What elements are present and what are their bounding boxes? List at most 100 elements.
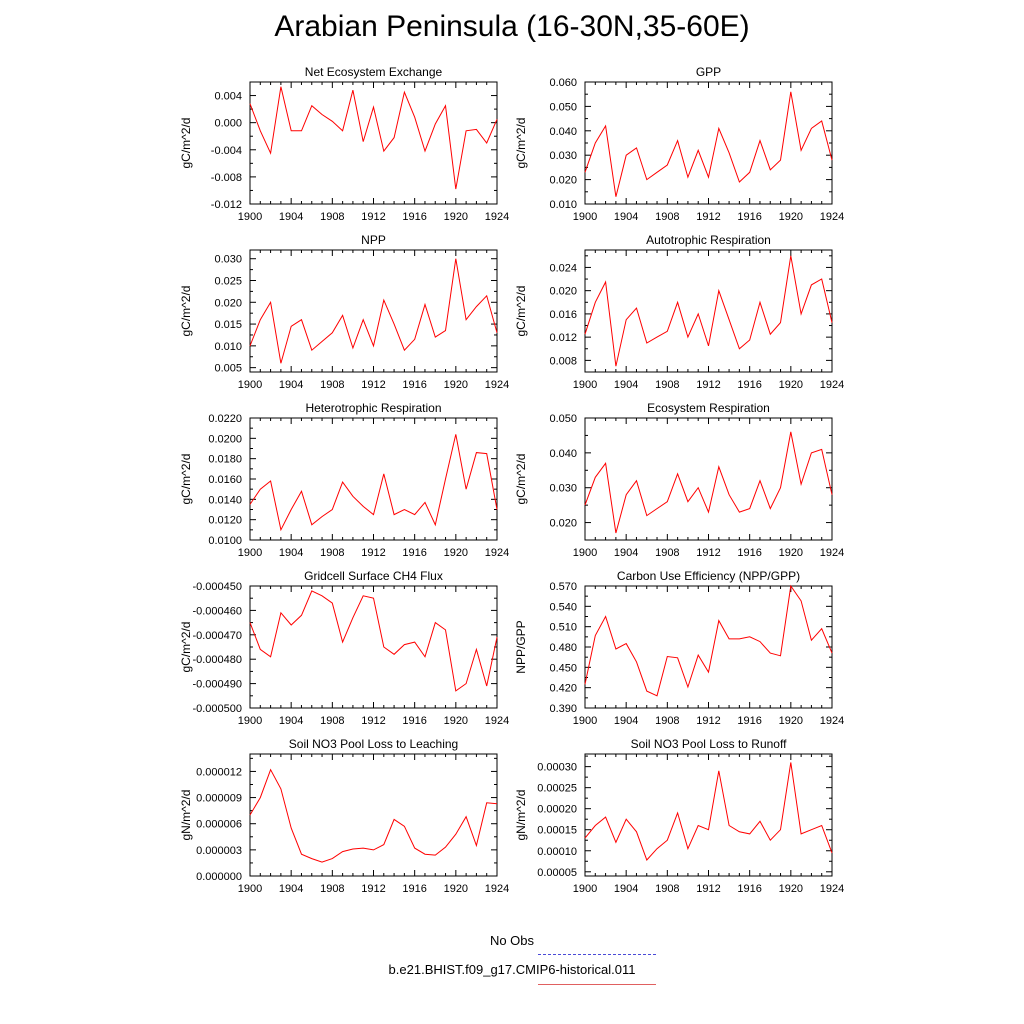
x-tick-label: 1916 bbox=[737, 715, 761, 727]
series-line bbox=[249, 434, 498, 532]
y-tick-label: -0.000490 bbox=[192, 679, 242, 691]
y-tick-label: 0.020 bbox=[549, 175, 577, 187]
plot-frame bbox=[249, 417, 498, 541]
plot-frame bbox=[249, 249, 498, 373]
x-tick-label: 1916 bbox=[737, 883, 761, 895]
plot-frame bbox=[249, 81, 498, 205]
x-tick-label: 1924 bbox=[820, 547, 844, 559]
y-tick-label: 0.00015 bbox=[537, 825, 577, 837]
x-tick-label: 1900 bbox=[573, 211, 597, 223]
y-axis-label: gC/m^2/d bbox=[514, 286, 528, 337]
x-tick-label: 1904 bbox=[614, 547, 638, 559]
x-tick-label: 1920 bbox=[779, 883, 803, 895]
x-tick-label: 1912 bbox=[361, 883, 385, 895]
panel-title: Autotrophic Respiration bbox=[646, 233, 771, 247]
y-tick-label: 0.024 bbox=[549, 262, 577, 274]
legend-model-line bbox=[538, 984, 656, 985]
y-tick-label: 0.00010 bbox=[537, 846, 577, 858]
legend-obs-line bbox=[538, 954, 656, 955]
y-axis-label: gN/m^2/d bbox=[514, 790, 528, 841]
x-tick-label: 1904 bbox=[614, 211, 638, 223]
x-tick-label: 1904 bbox=[279, 715, 303, 727]
panel-title: Heterotrophic Respiration bbox=[305, 401, 441, 415]
y-tick-label: 0.540 bbox=[549, 601, 577, 613]
x-tick-label: 1900 bbox=[573, 883, 597, 895]
x-tick-label: 1904 bbox=[279, 883, 303, 895]
y-tick-label: 0.570 bbox=[549, 581, 577, 593]
y-tick-label: 0.00005 bbox=[537, 867, 577, 879]
x-tick-label: 1920 bbox=[444, 547, 468, 559]
x-tick-label: 1916 bbox=[402, 883, 426, 895]
x-tick-label: 1924 bbox=[485, 883, 509, 895]
x-tick-label: 1912 bbox=[696, 883, 720, 895]
y-tick-label: -0.000450 bbox=[192, 581, 242, 593]
y-tick-label: -0.000470 bbox=[192, 630, 242, 642]
x-tick-label: 1912 bbox=[361, 379, 385, 391]
y-axis-label: gC/m^2/d bbox=[179, 286, 193, 337]
y-tick-label: 0.510 bbox=[549, 622, 577, 634]
plot-frame bbox=[584, 585, 833, 709]
x-tick-label: 1908 bbox=[320, 547, 344, 559]
series-line bbox=[249, 768, 498, 863]
x-tick-label: 1912 bbox=[361, 547, 385, 559]
x-tick-label: 1920 bbox=[779, 715, 803, 727]
x-tick-label: 1900 bbox=[573, 715, 597, 727]
legend-obs-label: No Obs bbox=[489, 933, 535, 948]
x-tick-label: 1912 bbox=[361, 211, 385, 223]
x-tick-label: 1912 bbox=[696, 211, 720, 223]
x-tick-label: 1904 bbox=[614, 715, 638, 727]
panel-title: Carbon Use Efficiency (NPP/GPP) bbox=[617, 569, 800, 583]
panel-title: Soil NO3 Pool Loss to Leaching bbox=[289, 737, 458, 751]
x-tick-label: 1924 bbox=[485, 547, 509, 559]
panel-title: Net Ecosystem Exchange bbox=[305, 65, 443, 79]
series-line bbox=[584, 762, 833, 861]
y-tick-label: 0.008 bbox=[549, 355, 577, 367]
x-tick-label: 1908 bbox=[655, 715, 679, 727]
y-tick-label: 0.000012 bbox=[196, 766, 242, 778]
series-line bbox=[249, 590, 498, 692]
panel-title: GPP bbox=[696, 65, 721, 79]
y-tick-label: 0.0200 bbox=[208, 433, 242, 445]
y-axis-label: gC/m^2/d bbox=[179, 622, 193, 673]
x-tick-label: 1916 bbox=[402, 715, 426, 727]
series-line bbox=[249, 258, 498, 364]
y-tick-label: 0.00020 bbox=[537, 804, 577, 816]
x-tick-label: 1916 bbox=[737, 211, 761, 223]
y-tick-label: 0.025 bbox=[214, 276, 242, 288]
x-tick-label: 1912 bbox=[696, 547, 720, 559]
y-tick-label: 0.420 bbox=[549, 683, 577, 695]
y-tick-label: -0.000460 bbox=[192, 605, 242, 617]
x-tick-label: 1924 bbox=[820, 379, 844, 391]
plot-frame bbox=[584, 417, 833, 541]
x-tick-label: 1908 bbox=[655, 379, 679, 391]
y-tick-label: 0.000 bbox=[214, 118, 242, 130]
series-line bbox=[249, 86, 498, 190]
y-axis-label: gC/m^2/d bbox=[179, 454, 193, 505]
series-line bbox=[584, 584, 833, 697]
y-axis-label: gN/m^2/d bbox=[179, 790, 193, 841]
x-tick-label: 1920 bbox=[444, 883, 468, 895]
y-tick-label: 0.450 bbox=[549, 662, 577, 674]
y-axis-label: gC/m^2/d bbox=[514, 118, 528, 169]
x-tick-label: 1900 bbox=[238, 883, 262, 895]
y-tick-label: 0.040 bbox=[549, 126, 577, 138]
y-tick-label: 0.004 bbox=[214, 91, 242, 103]
x-tick-label: 1924 bbox=[820, 883, 844, 895]
y-axis-label: NPP/GPP bbox=[514, 620, 528, 673]
y-tick-label: -0.008 bbox=[211, 172, 242, 184]
y-tick-label: 0.030 bbox=[549, 150, 577, 162]
y-tick-label: 0.020 bbox=[549, 518, 577, 530]
y-tick-label: 0.00025 bbox=[537, 783, 577, 795]
x-tick-label: 1904 bbox=[614, 883, 638, 895]
x-tick-label: 1900 bbox=[573, 547, 597, 559]
x-tick-label: 1916 bbox=[402, 211, 426, 223]
plot-frame bbox=[584, 249, 833, 373]
x-tick-label: 1900 bbox=[238, 547, 262, 559]
y-tick-label: 0.060 bbox=[549, 77, 577, 89]
plot-frame bbox=[249, 585, 498, 709]
x-tick-label: 1908 bbox=[320, 715, 344, 727]
series-line bbox=[584, 431, 833, 534]
legend-model-label: b.e21.BHIST.f09_g17.CMIP6-historical.011 bbox=[388, 962, 636, 977]
x-tick-label: 1924 bbox=[485, 379, 509, 391]
x-tick-label: 1920 bbox=[444, 715, 468, 727]
